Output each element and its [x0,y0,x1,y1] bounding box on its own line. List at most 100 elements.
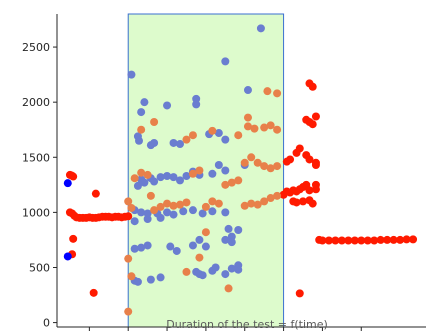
data-point-s0-62 [337,236,346,245]
data-point-s3-13 [195,166,204,175]
data-point-s0-56 [311,185,320,194]
data-point-s3-15 [208,197,217,206]
data-point-s2-15 [214,129,223,138]
data-point-s2-27 [133,181,142,190]
data-point-s3-0 [124,197,133,206]
data-point-s2-55 [195,235,204,244]
data-point-s2-8 [169,138,178,147]
data-point-s3-26 [240,201,249,210]
data-point-s3-33 [243,122,252,131]
data-point-s0-37 [286,155,295,164]
data-point-s0-47 [308,82,317,91]
data-point-s3-25 [273,162,282,171]
data-point-s3-44 [188,131,197,140]
data-point-s0-26 [89,288,98,297]
data-point-s3-5 [146,191,155,200]
data-point-s3-6 [150,206,159,215]
data-point-s2-35 [143,209,152,218]
data-point-s2-38 [169,210,178,219]
data-point-s2-53 [172,246,181,255]
data-point-s2-1 [140,98,149,107]
data-point-s2-32 [214,160,223,169]
data-point-s3-45 [208,126,217,135]
data-point-s0-44 [308,120,317,129]
data-point-s3-37 [273,125,282,134]
data-point-s3-35 [260,123,269,132]
data-point-s0-66 [363,236,372,245]
data-point-s2-34 [137,208,146,217]
data-point-s0-61 [331,236,340,245]
data-point-s2-16 [221,135,230,144]
x-axis-title: Duration of the test = f(time) [166,318,328,331]
y-tick-label-500: 500 [29,261,50,274]
data-point-s2-44 [130,217,139,226]
data-point-s3-50 [124,307,133,316]
y-tick-label-1500: 1500 [22,151,50,164]
data-point-s2-68 [211,263,220,272]
data-point-s3-16 [214,199,223,208]
data-point-s2-12 [221,57,230,66]
data-point-s2-20 [156,173,165,182]
data-point-s0-59 [318,236,327,245]
data-point-s2-46 [156,213,165,222]
data-point-s2-72 [234,265,243,274]
data-points [63,24,418,316]
data-point-s3-31 [273,191,282,200]
data-point-s2-42 [208,207,217,216]
data-point-s3-12 [188,169,197,178]
data-point-s0-64 [350,236,359,245]
data-point-s2-54 [188,241,197,250]
data-point-s3-17 [221,180,230,189]
data-point-s2-9 [176,140,184,149]
data-point-s3-19 [234,176,243,185]
data-point-s3-14 [201,202,210,211]
data-point-s3-43 [182,135,191,144]
data-point-s1-1 [63,252,72,261]
data-point-s2-56 [201,242,210,251]
y-tick-label-0: 0 [43,317,50,330]
data-point-s2-0 [127,70,136,79]
data-point-s2-30 [176,176,184,185]
data-point-s2-11 [192,94,201,103]
data-point-s2-22 [169,173,178,182]
data-point-s3-22 [253,158,262,167]
data-point-s2-7 [163,101,172,110]
data-point-s3-46 [182,267,191,276]
data-point-s2-59 [227,238,236,247]
data-point-s0-57 [295,289,304,298]
data-point-s0-72 [402,235,411,244]
data-point-s0-45 [311,112,320,121]
data-point-s0-50 [299,197,307,206]
data-point-s0-63 [344,236,353,245]
data-point-s2-69 [221,270,230,279]
data-point-s2-26 [221,166,230,175]
data-point-s2-25 [208,169,217,178]
data-point-s3-41 [150,118,159,127]
data-point-s3-30 [266,194,275,203]
data-point-s0-22 [124,212,133,221]
data-point-s3-28 [253,200,262,209]
data-point-s0-68 [376,235,385,244]
data-point-s3-49 [224,284,233,293]
data-point-s2-51 [143,241,152,250]
data-point-s3-3 [137,168,146,177]
y-tick-label-2500: 2500 [22,41,50,54]
data-point-s0-60 [324,236,333,245]
data-point-s3-20 [240,158,249,167]
data-point-s3-21 [247,153,256,162]
data-point-s3-27 [247,199,256,208]
data-point-s0-54 [311,160,320,169]
data-point-s3-48 [201,228,210,237]
data-point-s2-62 [146,275,155,284]
y-tick-label-1000: 1000 [22,206,50,219]
data-point-s2-21 [163,172,172,181]
data-point-s0-73 [409,235,418,244]
data-point-s0-69 [383,235,392,244]
data-point-s2-6 [150,138,159,147]
data-point-s3-10 [176,200,184,209]
data-point-s3-7 [156,202,165,211]
data-point-s3-36 [266,121,275,130]
data-point-s2-13 [243,86,252,95]
data-point-s3-42 [137,125,146,134]
